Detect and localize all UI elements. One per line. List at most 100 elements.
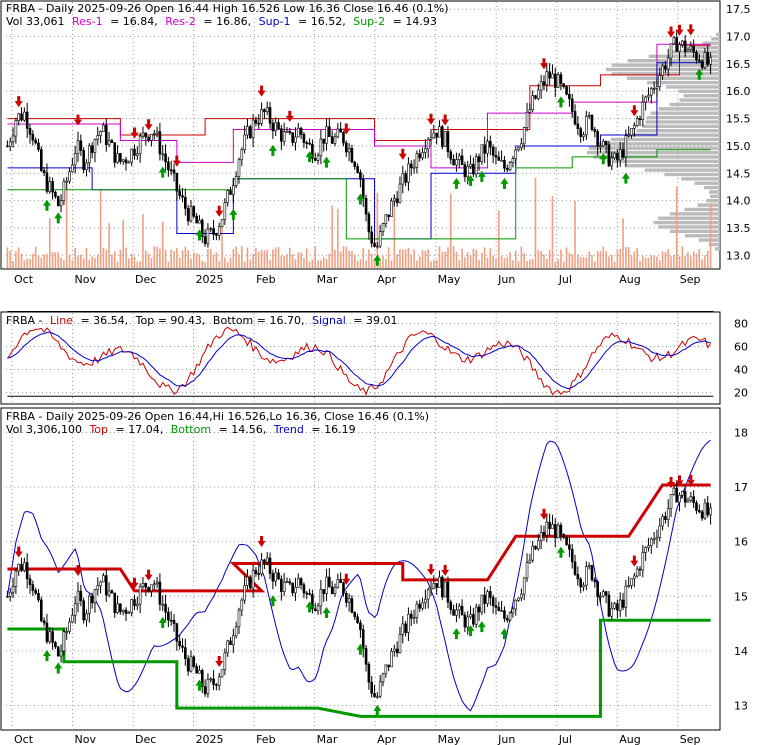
candle-body	[39, 149, 43, 171]
volume-bar	[526, 261, 528, 268]
candle-body	[618, 149, 622, 161]
candle-body	[200, 670, 204, 687]
volume-bar	[74, 248, 76, 268]
candle-body	[695, 51, 698, 61]
candle-body	[491, 597, 495, 606]
candle-body	[336, 579, 340, 588]
candle-body	[48, 631, 52, 642]
candle-body	[545, 521, 549, 536]
candle-body	[630, 578, 633, 586]
candle-body	[528, 559, 532, 563]
down-arrow	[144, 569, 153, 581]
candle-body	[133, 148, 136, 156]
candle-body	[599, 145, 602, 148]
volume-bar	[272, 249, 274, 268]
volume-bar	[221, 222, 223, 268]
candle-body	[147, 587, 150, 592]
candle-body	[76, 590, 80, 605]
candle-body	[328, 576, 331, 588]
volume-profile-bar	[626, 76, 720, 80]
candle-body	[582, 134, 585, 137]
candle-body	[463, 614, 467, 628]
candle-body	[333, 586, 337, 595]
candle-body	[361, 629, 365, 649]
volume-bar	[291, 254, 294, 268]
candle-body	[373, 693, 376, 697]
sup1-label: Sup-1	[259, 15, 291, 28]
candle-body	[88, 145, 91, 164]
candle-body	[271, 122, 275, 132]
volume-bar	[579, 257, 582, 268]
trend-value: = 16.19	[311, 423, 355, 436]
signal-value: = 39.01	[353, 314, 397, 327]
volume-bar	[565, 247, 568, 268]
volume-bar	[133, 256, 136, 268]
candle-body	[195, 215, 198, 224]
volume-profile-bar	[606, 159, 720, 164]
candle-body	[299, 127, 303, 135]
volume-profile-bar	[625, 133, 720, 137]
candle-body	[553, 73, 557, 88]
up-arrow	[229, 208, 238, 220]
volume-bar	[557, 259, 559, 268]
candle-body	[367, 663, 371, 683]
x-tick-label: Jul	[558, 733, 572, 745]
candle-body	[596, 581, 599, 597]
candle-body	[333, 136, 337, 144]
volume-bar	[359, 259, 362, 268]
volume-bar	[102, 247, 105, 268]
candle-body	[472, 163, 475, 175]
volume-bar	[294, 259, 297, 268]
candle-body	[141, 583, 145, 587]
volume-bar	[153, 246, 156, 268]
volume-profile-bar	[627, 59, 720, 63]
volume-profile-bar	[679, 98, 720, 102]
candle-body	[364, 197, 368, 215]
volume-bar	[444, 251, 446, 268]
x-tick-label: Nov	[75, 733, 97, 745]
candle-body	[119, 603, 122, 613]
candle-body	[700, 511, 704, 519]
candle-body	[104, 575, 108, 596]
candle-body	[25, 562, 29, 580]
candle-body	[709, 507, 712, 516]
candle-body	[203, 236, 207, 245]
volume-bar	[523, 252, 526, 268]
volume-bar	[644, 257, 647, 268]
volume-bar	[303, 257, 305, 268]
candle-body	[641, 101, 645, 120]
candle-body	[147, 136, 150, 141]
candle-body	[579, 128, 582, 137]
volume-bar	[328, 253, 331, 268]
trend-top-label: Top	[88, 423, 108, 436]
volume-profile-bar	[611, 72, 720, 76]
volume-bar	[385, 258, 387, 268]
candle-body	[412, 617, 416, 619]
x-tick-label: Feb	[256, 733, 275, 745]
volume-bar	[698, 249, 701, 268]
candle-body	[344, 142, 348, 153]
candle-body	[203, 686, 207, 695]
candle-body	[593, 579, 597, 583]
candle-body	[364, 648, 368, 665]
x-tick-label: May	[438, 273, 461, 286]
candle-body	[113, 142, 117, 163]
up-arrow	[322, 156, 331, 168]
candle-body	[330, 136, 334, 144]
volume-profile-bar	[646, 115, 720, 120]
candle-body	[534, 95, 537, 99]
candle-body	[508, 162, 512, 171]
candle-body	[655, 86, 659, 89]
candle-body	[652, 88, 656, 90]
trend-tick-label: 18	[734, 427, 748, 440]
trend-tick-label: 17	[734, 481, 748, 494]
volume-bar	[701, 259, 703, 268]
candle-body	[635, 118, 639, 126]
volume-bar	[40, 258, 43, 268]
volume-bar	[353, 254, 356, 268]
volume-bar	[449, 193, 452, 268]
candle-body	[613, 603, 616, 609]
price-panel-legend: Vol 33,061 Res-1 = 16.84, Res-2 = 16.86,…	[6, 15, 437, 28]
volume-bar	[305, 248, 308, 268]
